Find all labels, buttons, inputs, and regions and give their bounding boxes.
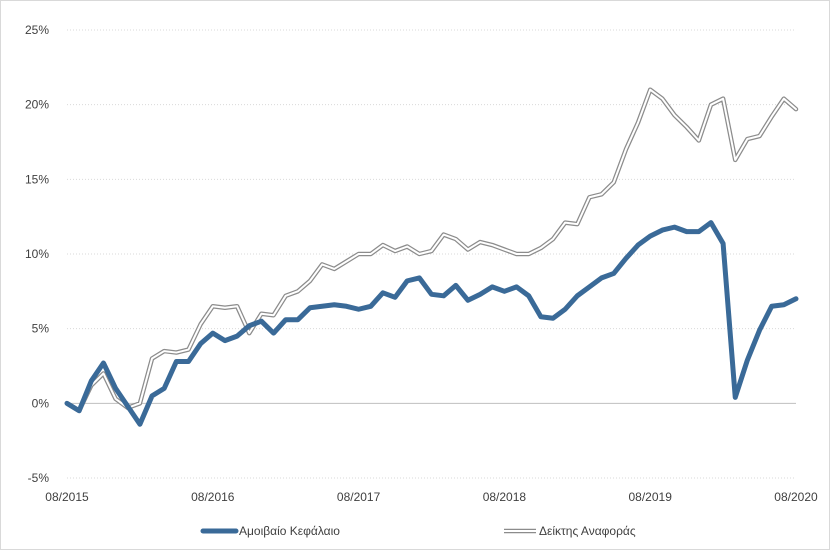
y-tick-label: 15% [25, 172, 49, 186]
y-tick-label: 25% [25, 23, 49, 37]
legend: Αμοιβαίο Κεφάλαιο Δείκτης Αναφοράς [200, 524, 636, 538]
series-lines [64, 87, 799, 427]
gridlines [67, 29, 796, 479]
legend-label-fund: Αμοιβαίο Κεφάλαιο [239, 524, 340, 538]
x-tick-label: 08/2016 [191, 490, 235, 504]
x-tick-label: 08/2018 [483, 490, 527, 504]
x-tick-label: 08/2015 [45, 490, 89, 504]
y-tick-label: -5% [28, 471, 50, 485]
y-tick-label: 0% [32, 396, 50, 410]
series-line-fund [64, 220, 799, 427]
x-tick-label: 08/2019 [629, 490, 673, 504]
x-tick-label: 08/2017 [337, 490, 381, 504]
x-axis: 08/2015 08/2016 08/2017 08/2018 08/2019 08/20… [45, 402, 818, 504]
y-tick-label: 20% [25, 98, 49, 112]
y-tick-label: 10% [25, 247, 49, 261]
y-tick-label: 5% [32, 322, 50, 336]
x-tick-label: 08/2020 [774, 490, 818, 504]
series-line-benchmark-inner [66, 88, 797, 412]
y-axis: -5% 0% 5% 10% 15% 20% 25% [25, 23, 49, 485]
legend-label-benchmark: Δείκτης Αναφοράς [539, 524, 636, 538]
